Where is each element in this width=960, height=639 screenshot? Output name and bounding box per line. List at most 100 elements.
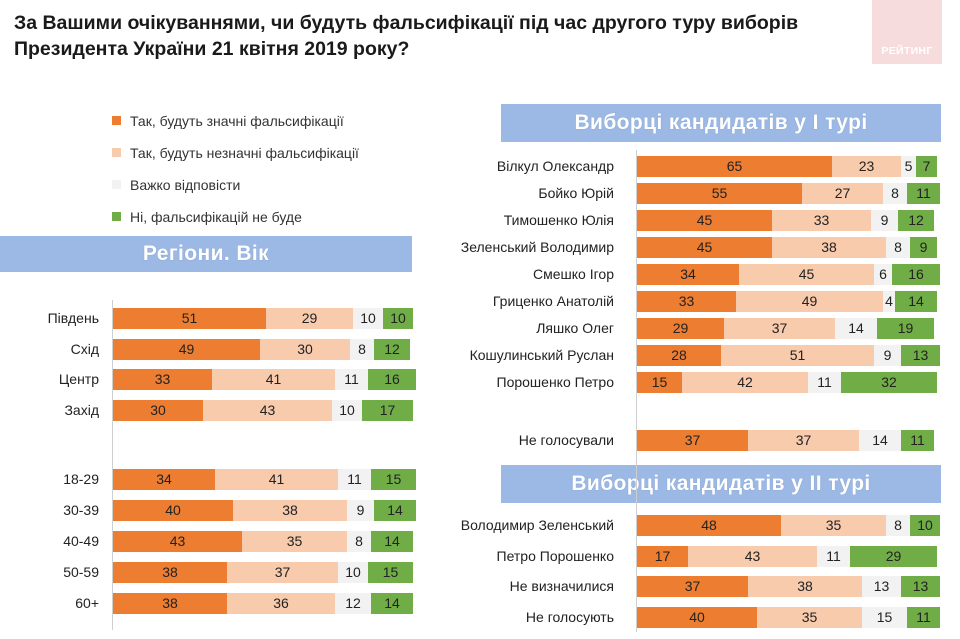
round1-bar-significant: 55 (637, 183, 802, 204)
age-bar-insignificant: 35 (242, 531, 347, 552)
region-bar-none: 16 (368, 369, 416, 390)
region-bar-none: 12 (374, 338, 410, 360)
round1-bar-significant: 34 (637, 264, 739, 285)
round2-bar-insignificant: 38 (748, 576, 862, 597)
round1-bar-significant: 45 (637, 237, 772, 258)
age-bar-hard: 9 (347, 500, 374, 521)
region-bar-hard: 10 (332, 399, 362, 421)
round1-label: Ляшко Олег (536, 320, 614, 336)
age-bar-none: 15 (368, 562, 413, 583)
round1-bar-none: 7 (916, 156, 937, 177)
legend-label-significant: Так, будуть значні фальсифікації (130, 113, 344, 129)
region-label: Південь (47, 310, 99, 326)
region-bar-none: 17 (362, 399, 413, 421)
age-bar-significant: 34 (113, 469, 215, 490)
round1-bar-insignificant: 42 (682, 372, 808, 393)
round2-bar-none: 11 (907, 606, 940, 628)
age-label: 50-59 (63, 564, 99, 580)
age-bar-significant: 38 (113, 593, 227, 614)
round1-label: Порошенко Петро (496, 374, 615, 390)
round1-bar-insignificant: 45 (739, 264, 874, 285)
round1-bar-hard: 4 (883, 291, 895, 312)
region-bar-insignificant: 29 (266, 308, 353, 329)
rating-logo: РЕЙТИНГ (872, 0, 942, 64)
round1-bar-hard: 14 (835, 318, 877, 339)
age-bar-hard: 8 (347, 531, 371, 552)
round2-bar-none: 10 (910, 515, 940, 536)
round2-bar-hard: 11 (817, 545, 850, 567)
round1-bar-hard: 11 (808, 372, 841, 393)
round1-bar-significant: 33 (637, 291, 736, 312)
round2-bar-significant: 17 (637, 545, 688, 567)
round1-bar-hard: 8 (886, 237, 910, 258)
round1-bar-insignificant: 33 (772, 210, 871, 231)
region-label: Схід (70, 340, 99, 357)
region-label: Центр (58, 371, 99, 387)
banner-round1-voters: Виборці кандидатів у І турі (501, 104, 941, 142)
round1-bar-insignificant: 23 (832, 156, 901, 177)
round1-bar-hard: 5 (901, 156, 916, 177)
banner-regions-age: Регіони. Вік (0, 236, 412, 272)
legend-label-none: Ні, фальсифікацій не буде (130, 209, 302, 225)
round1-label: Бойко Юрій (538, 185, 614, 201)
age-bar-none: 15 (371, 469, 416, 490)
round2-bar-significant: 37 (637, 576, 748, 597)
round1-label: Зеленський Володимир (460, 239, 614, 255)
round2-label: Петро Порошенко (496, 547, 615, 564)
age-bar-none: 14 (374, 500, 416, 521)
round2-bar-none: 13 (901, 576, 940, 597)
round1-bar-none: 19 (877, 318, 934, 339)
round1-bar-hard: 9 (874, 345, 901, 366)
round2-label: Володимир Зеленський (460, 517, 614, 533)
age-bar-insignificant: 36 (227, 593, 335, 614)
round2-bar-insignificant: 35 (757, 606, 862, 628)
region-bar-significant: 49 (113, 338, 260, 360)
round1-bar-none: 13 (901, 345, 940, 366)
region-label: Захід (64, 401, 99, 418)
region-bar-insignificant: 43 (203, 399, 332, 421)
legend-swatch-significant (112, 116, 121, 125)
region-bar-insignificant: 41 (212, 369, 335, 390)
round1-nonvoters-bar-significant: 37 (637, 430, 748, 451)
age-bar-significant: 43 (113, 531, 242, 552)
region-bar-hard: 10 (353, 308, 383, 329)
age-bar-hard: 12 (335, 593, 371, 614)
age-label: 60+ (75, 595, 99, 611)
banner-round2-voters: Виборці кандидатів у ІІ турі (501, 465, 941, 503)
round1-bar-hard: 8 (883, 183, 907, 204)
age-bar-insignificant: 37 (227, 562, 338, 583)
age-bar-none: 14 (371, 593, 413, 614)
round2-bar-none: 29 (850, 545, 937, 567)
round2-bar-hard: 13 (862, 576, 901, 597)
age-bar-significant: 38 (113, 562, 227, 583)
round1-bar-none: 16 (892, 264, 940, 285)
age-bar-hard: 11 (338, 469, 371, 490)
legend-label-hard: Важко відповісти (130, 177, 241, 193)
page-title: За Вашими очікуваннями, чи будуть фальси… (14, 12, 799, 60)
round2-label: Не голосують (525, 608, 614, 625)
region-bar-none: 10 (383, 308, 413, 329)
round1-label: Тимошенко Юлія (503, 212, 614, 228)
round1-bar-none: 11 (907, 183, 940, 204)
round1-bar-insignificant: 27 (802, 183, 883, 204)
region-bar-hard: 11 (335, 369, 368, 390)
round1-bar-none: 12 (898, 210, 934, 231)
age-label: 18-29 (63, 471, 99, 487)
round1-bar-none: 32 (841, 372, 937, 393)
round1-bar-significant: 15 (637, 372, 682, 393)
round1-bar-insignificant: 37 (724, 318, 835, 339)
round2-bar-significant: 40 (637, 606, 757, 628)
region-bar-significant: 33 (113, 369, 212, 390)
round1-label: Кошулинський Руслан (469, 347, 614, 363)
round1-bar-insignificant: 51 (721, 345, 874, 366)
age-bar-hard: 10 (338, 562, 368, 583)
round1-bar-insignificant: 49 (736, 291, 883, 312)
axis-line (112, 300, 113, 630)
round1-label: Гриценко Анатолій (492, 293, 614, 309)
legend-swatch-none (112, 212, 121, 221)
round1-nonvoters-bar-insignificant: 37 (748, 430, 859, 451)
age-bar-insignificant: 38 (233, 500, 347, 521)
round2-bar-hard: 8 (886, 515, 910, 536)
axis-line (636, 150, 637, 632)
round2-bar-hard: 15 (862, 606, 907, 628)
